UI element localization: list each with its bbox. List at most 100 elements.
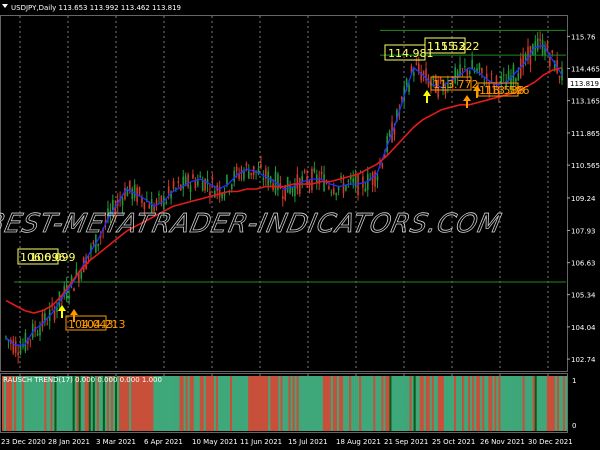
dropdown-icon[interactable] bbox=[2, 4, 8, 8]
indicator-bar bbox=[98, 376, 102, 431]
indicator-bar bbox=[439, 376, 443, 431]
indicator-bar bbox=[496, 376, 499, 431]
indicator-bar bbox=[451, 376, 455, 431]
candle-body bbox=[337, 186, 340, 191]
indicator-bar bbox=[318, 376, 322, 431]
indicator-bar bbox=[474, 376, 477, 431]
candle-body bbox=[320, 171, 323, 174]
candle-body bbox=[260, 163, 262, 168]
y-tick-label: 113.165 bbox=[571, 98, 600, 106]
candle-body bbox=[78, 273, 80, 283]
indicator-bar bbox=[462, 376, 465, 431]
candle-body bbox=[80, 271, 83, 279]
indicator-bar bbox=[417, 376, 420, 431]
indicator-bar bbox=[68, 376, 71, 431]
indicator-bar bbox=[14, 376, 17, 431]
indicator-bar bbox=[556, 376, 560, 431]
chart-title: USDJPY,Daily 113.653 113.992 113.462 113… bbox=[11, 4, 181, 12]
indicator-bar bbox=[405, 376, 408, 431]
candle-body bbox=[14, 341, 17, 353]
y-tick-label: 115.76 bbox=[571, 33, 596, 41]
buy-arrow-icon bbox=[473, 85, 481, 98]
candle-body bbox=[158, 193, 160, 196]
candle-body bbox=[109, 210, 112, 215]
indicator-bar bbox=[538, 376, 542, 431]
indicator-bar bbox=[528, 376, 531, 431]
indicator-bar bbox=[70, 376, 73, 431]
signal-arrows bbox=[58, 85, 481, 322]
indicator-bar bbox=[282, 376, 285, 431]
candle-body bbox=[427, 78, 430, 87]
price-label: 104.213 bbox=[80, 318, 126, 331]
indicator-bar bbox=[270, 376, 273, 431]
indicator-ytick: 0 bbox=[572, 422, 576, 430]
indicator-bar bbox=[60, 376, 63, 431]
indicator-bar bbox=[345, 376, 348, 431]
indicator-bar bbox=[492, 376, 495, 431]
candle-body bbox=[53, 308, 56, 321]
indicator-bar bbox=[431, 376, 435, 431]
indicator-bar bbox=[328, 376, 332, 431]
label-box bbox=[430, 76, 472, 91]
indicator-bar bbox=[518, 376, 521, 431]
candle-body bbox=[362, 176, 364, 188]
indicator-bar bbox=[66, 376, 69, 431]
candle-body bbox=[104, 220, 107, 224]
x-tick-label: 21 Sep 2021 bbox=[384, 438, 428, 446]
indicator-bar bbox=[312, 376, 316, 431]
indicator-bar bbox=[141, 376, 144, 431]
candle-body bbox=[303, 170, 306, 173]
indicator-bar bbox=[242, 376, 245, 431]
indicator-bar bbox=[280, 376, 283, 431]
indicator-bar bbox=[447, 376, 451, 431]
indicator-bar bbox=[230, 376, 233, 431]
indicator-bar bbox=[248, 376, 251, 431]
indicator-bar bbox=[480, 376, 483, 431]
indicator-bar bbox=[207, 376, 211, 431]
indicator-bar bbox=[351, 376, 354, 431]
candle-body bbox=[437, 80, 439, 98]
y-tick-label: 111.865 bbox=[571, 130, 600, 138]
candle-body bbox=[175, 188, 177, 190]
candle-body bbox=[549, 57, 551, 67]
indicator-bar bbox=[373, 376, 376, 431]
price-label: 115.322 bbox=[434, 40, 480, 53]
indicator-bar bbox=[254, 376, 257, 431]
indicator-bar bbox=[264, 376, 267, 431]
indicator-bar bbox=[173, 376, 176, 431]
indicator-bar bbox=[336, 376, 340, 431]
indicator-bar bbox=[314, 376, 318, 431]
indicator-bar bbox=[26, 376, 29, 431]
indicator-bar bbox=[435, 376, 439, 431]
candle-body bbox=[129, 180, 131, 191]
indicator-bar bbox=[296, 376, 299, 431]
indicator-bar bbox=[78, 376, 81, 431]
candle-body bbox=[328, 186, 330, 189]
indicator-bar bbox=[145, 376, 148, 431]
candle-body bbox=[206, 179, 209, 185]
moving-averages bbox=[5, 44, 563, 346]
indicator-bar bbox=[332, 376, 336, 431]
indicator-bar bbox=[46, 376, 49, 431]
indicator-bar bbox=[143, 376, 146, 431]
price-label: 106.099 bbox=[30, 251, 76, 264]
indicator-bar bbox=[185, 376, 188, 431]
indicator-bar bbox=[72, 376, 75, 431]
indicator-bar bbox=[490, 376, 493, 431]
indicator-bar bbox=[520, 376, 523, 431]
candle-body bbox=[553, 61, 556, 72]
candle-body bbox=[325, 182, 328, 184]
indicator-bar bbox=[163, 376, 166, 431]
indicator-bar bbox=[121, 376, 124, 431]
candle-body bbox=[233, 170, 236, 183]
candle-body bbox=[70, 276, 73, 282]
indicator-bar bbox=[401, 376, 404, 431]
indicator-bar bbox=[377, 376, 380, 431]
candle-body bbox=[201, 180, 204, 192]
indicator-bar bbox=[179, 376, 182, 431]
price-label: 114.981 bbox=[388, 47, 434, 60]
indicator-bar bbox=[326, 376, 330, 431]
indicator-bar bbox=[155, 376, 158, 431]
indicator-bar bbox=[363, 376, 366, 431]
